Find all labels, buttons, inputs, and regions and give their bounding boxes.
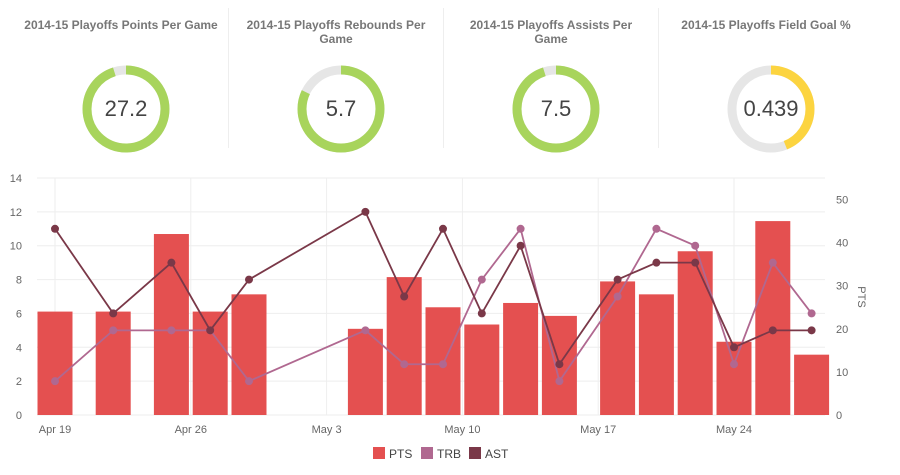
divider [228,8,229,148]
point-ast [730,343,738,352]
gauge-fill [727,65,815,153]
x-tick-label: Apr 19 [39,424,71,436]
stat-value: 7.5 [540,96,572,121]
point-trb [109,326,118,335]
y-left-tick-label: 12 [10,207,22,219]
x-tick-label: May 24 [716,424,752,436]
point-ast [691,258,700,267]
bar-pts [464,324,500,415]
point-ast [167,258,176,267]
point-trb [807,309,816,318]
point-trb [439,360,447,369]
y-right-tick-label: 50 [836,195,848,207]
stat-card-title: 2014-15 Playoffs Assists Per Game [469,18,633,46]
bar-pts [600,281,636,415]
point-ast [613,275,622,284]
y-left-tick-label: 6 [16,308,22,320]
donut-gauge: 5.7 [291,59,391,164]
y-left-tick-label: 14 [10,173,22,185]
point-ast [807,326,816,335]
legend-label: TRB [437,447,461,461]
gauge-fill [297,65,385,153]
point-trb [652,224,661,233]
bar-pts [347,328,383,415]
point-ast [245,275,253,284]
point-ast [439,224,447,233]
legend-label: PTS [389,447,412,461]
x-tick-label: Apr 26 [175,424,207,436]
y-right-tick-label: 20 [836,324,848,336]
point-trb [516,224,525,233]
y-right-tick-label: 10 [836,367,848,379]
point-ast [477,309,486,318]
point-trb [768,258,777,267]
bar-pts [677,251,713,415]
donut-gauge: 0.439 [721,59,821,164]
point-trb [613,292,622,301]
x-tick-label: May 3 [312,424,342,436]
stat-card-title: 2014-15 Playoffs Field Goal % [681,18,851,32]
point-ast [768,326,777,335]
y-right-tick-label: 0 [836,410,842,422]
y-left-tick-label: 8 [16,275,22,287]
legend-swatch [373,447,385,459]
y-right-tick-label: 40 [836,238,848,250]
point-trb [51,377,59,386]
point-ast [206,326,215,335]
divider [658,8,659,148]
legend-item-pts[interactable]: PTS [373,447,412,461]
point-ast [555,360,564,369]
bar-pts [503,302,539,415]
point-trb [167,326,176,335]
gauge-fill [82,65,170,153]
y-left-tick-label: 2 [16,376,22,388]
bar-pts [755,221,791,415]
legend-item-ast[interactable]: AST [469,447,509,461]
y-left-tick-label: 4 [16,342,22,354]
donut-gauge: 27.2 [76,59,176,164]
point-trb [730,360,738,369]
stat-value: 5.7 [325,96,357,121]
bar-pts [794,354,830,415]
bar-pts [716,341,752,415]
point-trb [555,377,564,386]
stat-card: 2014-15 Playoffs Points Per Game 27.2 [14,8,228,153]
gauge-fill [512,65,600,153]
stat-value: 27.2 [104,96,148,121]
divider [443,8,444,148]
y-left-tick-label: 0 [16,410,22,422]
point-ast [516,241,525,250]
point-ast [652,258,661,267]
legend-label: AST [485,447,509,461]
point-ast [51,224,59,233]
bar-pts [231,294,267,415]
point-trb [361,326,370,335]
y-right-axis-label: PTS [855,286,867,307]
legend-item-trb[interactable]: TRB [421,447,461,461]
stat-card-title: 2014-15 Playoffs Points Per Game [24,18,218,32]
x-tick-label: May 17 [580,424,616,436]
point-trb [477,275,486,284]
point-trb [245,377,253,386]
bar-pts [638,294,674,415]
stat-card: 2014-15 Playoffs Assists Per Game 7.5 [444,8,658,153]
point-ast [109,309,118,318]
x-tick-label: May 10 [444,424,480,436]
legend-swatch [421,447,433,459]
point-ast [361,207,370,216]
donut-gauge: 7.5 [506,59,606,164]
y-left-tick-label: 10 [10,241,22,253]
stat-card: 2014-15 Playoffs Rebounds Per Game 5.7 [229,8,443,153]
point-trb [691,241,700,250]
stat-card: 2014-15 Playoffs Field Goal % 0.439 [659,8,873,153]
y-right-tick-label: 30 [836,281,848,293]
stat-value: 0.439 [743,96,799,121]
point-ast [400,292,409,301]
legend-swatch [469,447,481,459]
bar-pts [37,311,73,415]
point-trb [400,360,409,369]
stat-card-title: 2014-15 Playoffs Rebounds Per Game [246,18,426,46]
